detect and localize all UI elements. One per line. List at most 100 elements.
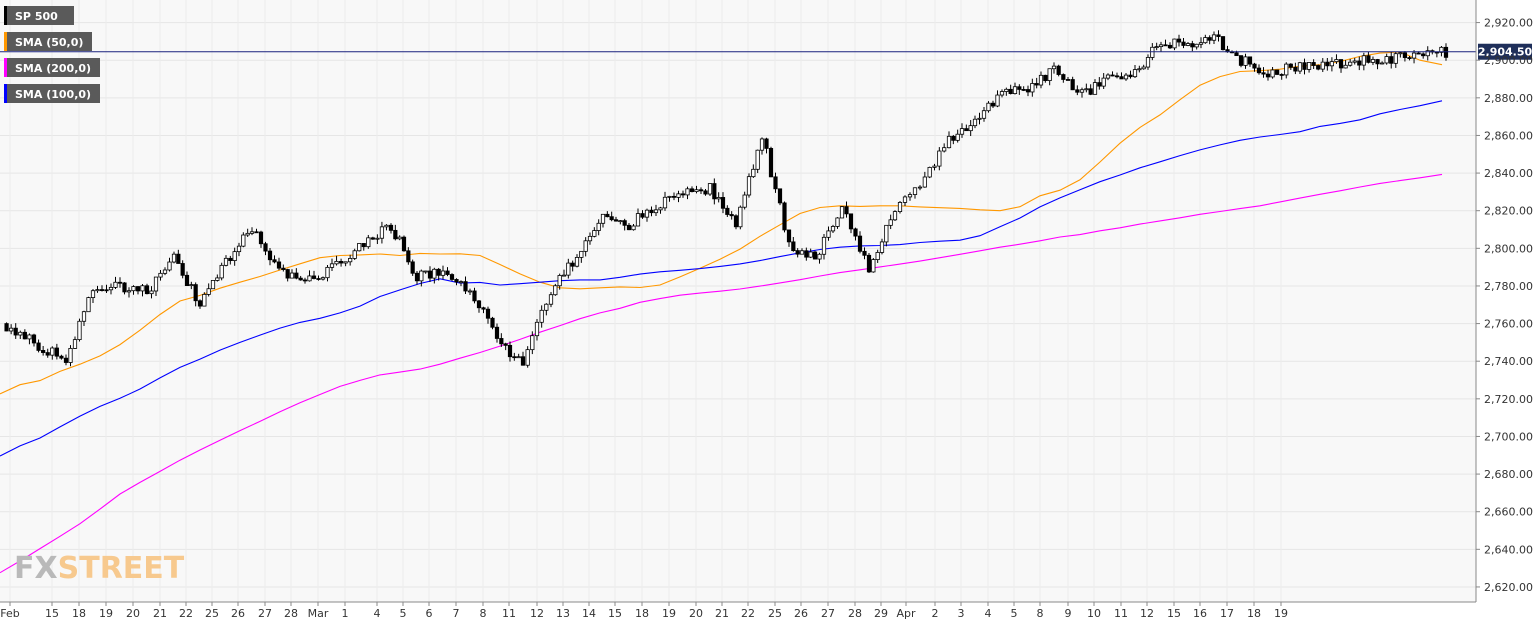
candle-body bbox=[1325, 61, 1330, 67]
candle-body bbox=[215, 277, 220, 281]
candle-body bbox=[343, 261, 348, 264]
candle-body bbox=[1150, 46, 1155, 58]
candle-body bbox=[1338, 59, 1344, 69]
candle-body bbox=[4, 323, 9, 332]
legend-entry-label: SP 500 bbox=[15, 10, 58, 23]
candle-body bbox=[1021, 89, 1026, 91]
candle-body bbox=[520, 356, 526, 366]
candle-body bbox=[804, 250, 809, 258]
candle-body bbox=[454, 279, 459, 283]
candle-body bbox=[1270, 69, 1275, 78]
y-tick-label: 2,740.00 bbox=[1484, 355, 1533, 368]
candle-body bbox=[1132, 69, 1138, 78]
candle-body bbox=[370, 237, 375, 240]
candle-body bbox=[13, 327, 18, 336]
candle-body bbox=[320, 277, 326, 280]
candle-body bbox=[892, 211, 898, 221]
candle-body bbox=[338, 260, 344, 264]
candle-body bbox=[759, 138, 765, 151]
candle-body bbox=[1158, 44, 1164, 48]
candle-body bbox=[835, 217, 840, 227]
x-tick-label: 27 bbox=[821, 607, 835, 620]
candle-body bbox=[671, 195, 677, 198]
candle-body bbox=[276, 261, 282, 269]
candle-body bbox=[821, 236, 827, 255]
y-tick-label: 2,860.00 bbox=[1484, 129, 1533, 142]
candle-body bbox=[1238, 55, 1244, 66]
candle-body bbox=[467, 290, 473, 293]
candle-body bbox=[352, 250, 357, 259]
candle-body bbox=[1297, 62, 1303, 72]
candle-body bbox=[738, 206, 743, 228]
candle-body bbox=[1439, 46, 1444, 53]
candle-body bbox=[410, 261, 415, 274]
candle-body bbox=[937, 150, 942, 167]
candle-body bbox=[22, 331, 27, 340]
candle-body bbox=[1293, 66, 1298, 72]
candle-body bbox=[1128, 74, 1133, 78]
x-tick-label: 16 bbox=[1193, 607, 1207, 620]
candle-body bbox=[144, 285, 150, 295]
legend-entry-label: SMA (100,0) bbox=[15, 88, 91, 101]
candle-body bbox=[1167, 44, 1173, 49]
sma-line bbox=[0, 100, 1443, 457]
candle-body bbox=[135, 286, 141, 292]
candle-body bbox=[258, 231, 264, 245]
candle-body bbox=[384, 224, 389, 228]
candle-body bbox=[1012, 86, 1018, 95]
x-tick-label: 26 bbox=[231, 607, 245, 620]
candle-body bbox=[149, 290, 154, 295]
candle-body bbox=[419, 270, 424, 282]
candle-body bbox=[375, 237, 380, 240]
candle-body bbox=[1265, 73, 1271, 78]
candle-body bbox=[1284, 63, 1289, 76]
candle-body bbox=[631, 225, 636, 231]
candle-body bbox=[516, 356, 521, 359]
candle-body bbox=[499, 338, 504, 345]
x-tick-label: Apr bbox=[896, 607, 916, 620]
candle-body bbox=[45, 352, 50, 356]
candle-body bbox=[202, 293, 207, 307]
candle-body bbox=[50, 347, 55, 356]
x-tick-label: 18 bbox=[635, 607, 649, 620]
candle-body bbox=[917, 186, 923, 189]
y-tick-label: 2,840.00 bbox=[1484, 167, 1533, 180]
candle-body bbox=[662, 196, 668, 209]
candle-body bbox=[316, 278, 321, 280]
candle-body bbox=[574, 257, 580, 267]
candle-body bbox=[503, 343, 508, 346]
candle-body bbox=[812, 251, 818, 260]
candle-body bbox=[366, 237, 371, 248]
candle-body bbox=[557, 275, 562, 287]
x-tick-label: 11 bbox=[1114, 607, 1128, 620]
candle-body bbox=[63, 357, 69, 363]
candle-body bbox=[1279, 74, 1284, 76]
candle-body bbox=[228, 257, 233, 261]
candle-body bbox=[249, 231, 255, 234]
candle-body bbox=[99, 289, 105, 291]
candle-body bbox=[485, 308, 491, 319]
legend-swatch bbox=[4, 58, 7, 77]
candle-body bbox=[131, 286, 136, 292]
candle-body bbox=[579, 250, 584, 258]
candle-body bbox=[1421, 53, 1426, 57]
candle-body bbox=[1407, 57, 1412, 59]
candle-body bbox=[587, 235, 593, 242]
candle-body bbox=[1207, 37, 1212, 41]
candle-body bbox=[1017, 86, 1022, 90]
candle-body bbox=[458, 281, 464, 284]
candle-body bbox=[140, 285, 145, 292]
candle-body bbox=[685, 188, 690, 196]
x-tick-label: 29 bbox=[874, 607, 888, 620]
candle-body bbox=[334, 260, 339, 265]
candle-body bbox=[725, 207, 730, 215]
candle-body bbox=[1065, 79, 1071, 81]
candle-body bbox=[180, 263, 185, 276]
candle-body bbox=[281, 267, 286, 270]
candle-body bbox=[1216, 34, 1221, 37]
candle-body bbox=[1061, 74, 1066, 80]
candle-body bbox=[1092, 82, 1098, 95]
plot-background bbox=[0, 0, 1476, 602]
candle-body bbox=[932, 165, 937, 168]
